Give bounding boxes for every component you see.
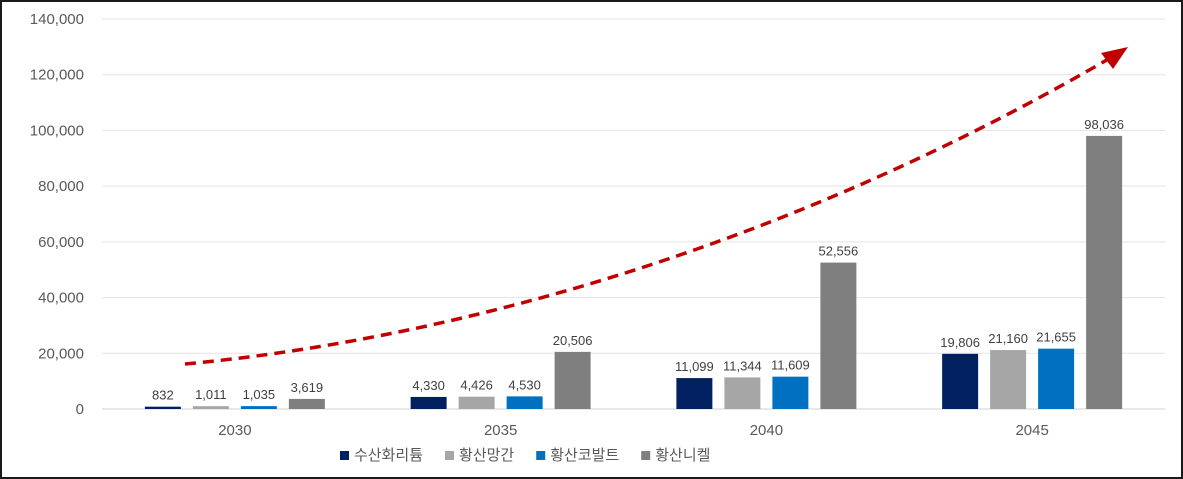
bar <box>942 353 979 409</box>
data-label: 1,035 <box>243 387 276 402</box>
x-tick-label: 2035 <box>484 422 517 439</box>
bar <box>458 396 495 409</box>
bar <box>554 351 591 409</box>
bar <box>410 396 447 409</box>
bar <box>990 350 1027 409</box>
legend-label: 황산코발트 <box>550 447 619 464</box>
data-label: 98,036 <box>1084 117 1124 132</box>
legend-swatch <box>445 451 455 460</box>
x-tick-label: 2030 <box>218 422 251 439</box>
data-label: 11,344 <box>723 358 762 373</box>
y-tick-label: 80,000 <box>38 178 84 195</box>
bar <box>820 262 857 409</box>
data-label: 1,011 <box>195 387 227 402</box>
bar <box>724 377 761 409</box>
data-label: 11,609 <box>771 358 810 373</box>
legend-label: 황산니켈 <box>655 447 710 464</box>
y-axis: 0 20,000 40,000 60,000 80,000 100,000 120,000 1… <box>30 11 1165 418</box>
legend: 수산화리튬 황산망간 황산코발트 황산니켈 <box>340 447 710 464</box>
data-label: 20,506 <box>553 333 593 348</box>
y-tick-label: 140,000 <box>30 11 84 28</box>
legend-label: 수산화리튬 <box>354 447 423 464</box>
bar <box>144 406 181 409</box>
y-tick-label: 0 <box>76 401 84 418</box>
y-tick-label: 60,000 <box>38 234 84 251</box>
bar <box>772 376 809 409</box>
legend-swatch <box>536 451 546 460</box>
data-label: 11,099 <box>675 359 714 374</box>
trend-arrow <box>184 47 1128 366</box>
legend-label: 황산망간 <box>459 447 514 464</box>
bar <box>1038 348 1075 409</box>
trend-curve <box>184 52 1118 366</box>
y-tick-label: 40,000 <box>38 290 84 307</box>
bar <box>288 398 325 409</box>
bar <box>1086 135 1123 409</box>
data-label: 52,556 <box>818 244 858 259</box>
bar <box>240 406 277 409</box>
y-tick-label: 100,000 <box>30 122 84 139</box>
data-label: 21,655 <box>1036 330 1076 345</box>
bar <box>676 378 713 409</box>
legend-swatch <box>340 451 349 460</box>
x-tick-label: 2040 <box>750 422 783 439</box>
arrowhead-icon <box>1101 47 1128 69</box>
data-label: 3,619 <box>291 380 324 395</box>
data-label: 4,530 <box>508 377 541 392</box>
x-tick-label: 2045 <box>1015 422 1048 439</box>
bars <box>144 135 1123 409</box>
gridlines <box>102 18 1165 354</box>
data-labels: 832 1,011 1,035 3,619 4,330 4,426 4,530 20,506 1… <box>152 117 1124 403</box>
data-label: 832 <box>152 388 174 403</box>
x-axis: 2030 2035 2040 2045 <box>218 422 1049 439</box>
data-label: 4,426 <box>460 378 493 393</box>
bar <box>506 396 543 409</box>
y-tick-label: 120,000 <box>30 67 84 84</box>
data-label: 19,806 <box>940 335 980 350</box>
legend-swatch <box>641 451 651 460</box>
data-label: 21,160 <box>988 331 1028 346</box>
y-tick-label: 20,000 <box>38 345 84 362</box>
data-label: 4,330 <box>412 378 445 393</box>
bar <box>192 406 229 409</box>
